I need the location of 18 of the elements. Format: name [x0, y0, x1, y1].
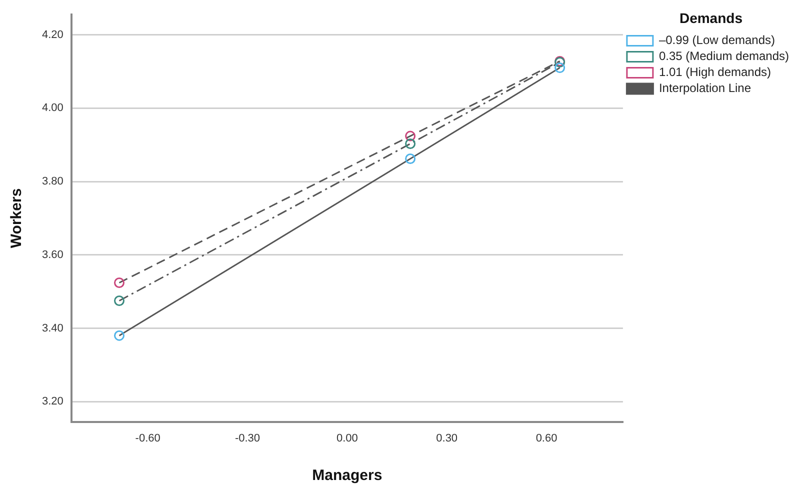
x-tick-label: 0.60	[536, 432, 558, 444]
x-tick-label: -0.30	[234, 432, 260, 444]
x-tick-label: -0.60	[135, 432, 160, 444]
y-tick-label: 3.40	[42, 322, 64, 334]
x-tick-label: 0.00	[336, 432, 358, 444]
legend-label: –0.99 (Low demands)	[658, 33, 776, 48]
legend-label: 0.35 (Medium demands)	[658, 49, 790, 64]
y-tick-label: 3.20	[42, 396, 64, 408]
y-tick-label: 4.00	[42, 102, 64, 114]
text: Interpolation Line	[658, 81, 752, 96]
y-tick-label: 3.60	[42, 248, 64, 261]
legend-title: Demands	[679, 10, 743, 26]
x-tick-label: 0.30	[436, 432, 458, 444]
legend-label: 1.01 (High demands)	[658, 65, 772, 80]
y-tick-label: 4.20	[42, 28, 64, 41]
y-tick-label: 3.80	[42, 176, 64, 188]
y-axis-title: Workers	[8, 188, 26, 248]
x-axis-title: Managers	[312, 467, 382, 484]
